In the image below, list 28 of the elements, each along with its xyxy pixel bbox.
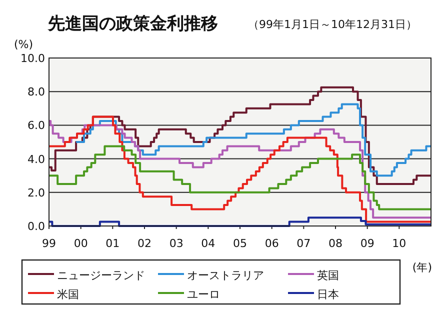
x-tick-label: 08 (328, 237, 342, 250)
x-tick-label: 02 (138, 237, 152, 250)
y-tick-label: 6.0 (28, 119, 45, 132)
x-tick-label: 07 (296, 237, 311, 250)
x-tick-label: 99 (42, 237, 56, 250)
y-tick-label: 0.0 (28, 220, 45, 233)
legend-label: 日本 (317, 288, 339, 301)
x-tick-label: 00 (74, 237, 88, 250)
legend-label: オーストラリア (187, 269, 264, 282)
legend-label: 米国 (57, 288, 79, 301)
legend-label: 英国 (317, 269, 339, 282)
y-axis-title: (%) (14, 38, 34, 51)
chart-title: 先進国の政策金利推移 (47, 14, 218, 34)
legend-label: ニュージーランド (57, 269, 145, 282)
x-tick-label: 10 (392, 237, 406, 250)
legend-label: ユーロ (187, 288, 220, 301)
x-tick-label: 03 (169, 237, 184, 250)
x-tick-label: 05 (233, 237, 247, 250)
y-tick-label: 2.0 (28, 186, 45, 200)
y-tick-label: 10.0 (20, 52, 45, 65)
x-tick-label: 06 (264, 237, 279, 250)
x-tick-label: 04 (201, 237, 216, 250)
x-axis-title: (年) (412, 261, 432, 274)
y-tick-label: 4.0 (28, 152, 45, 166)
x-tick-label: 09 (360, 237, 374, 250)
y-tick-label: 8.0 (28, 86, 45, 99)
chart-subtitle: （99年1月1日～10年12月31日） (248, 18, 417, 31)
x-tick-label: 01 (106, 237, 120, 250)
